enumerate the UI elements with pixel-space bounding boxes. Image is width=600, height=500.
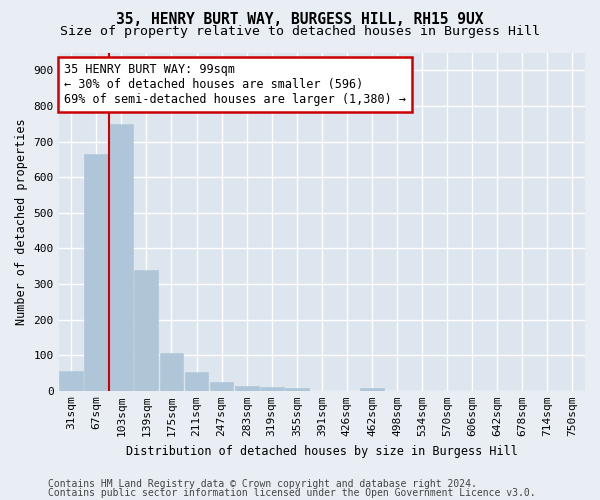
Bar — [59, 371, 83, 391]
Text: 35 HENRY BURT WAY: 99sqm
← 30% of detached houses are smaller (596)
69% of semi-: 35 HENRY BURT WAY: 99sqm ← 30% of detach… — [64, 62, 406, 106]
X-axis label: Distribution of detached houses by size in Burgess Hill: Distribution of detached houses by size … — [126, 444, 518, 458]
Text: 35, HENRY BURT WAY, BURGESS HILL, RH15 9UX: 35, HENRY BURT WAY, BURGESS HILL, RH15 9… — [116, 12, 484, 28]
Bar — [260, 386, 284, 391]
Bar — [360, 388, 384, 391]
Bar — [235, 386, 259, 391]
Text: Contains public sector information licensed under the Open Government Licence v3: Contains public sector information licen… — [48, 488, 536, 498]
Bar — [185, 372, 208, 391]
Y-axis label: Number of detached properties: Number of detached properties — [15, 118, 28, 325]
Bar — [285, 388, 308, 391]
Text: Contains HM Land Registry data © Crown copyright and database right 2024.: Contains HM Land Registry data © Crown c… — [48, 479, 477, 489]
Bar — [85, 154, 108, 391]
Bar — [160, 352, 184, 391]
Bar — [134, 270, 158, 391]
Text: Size of property relative to detached houses in Burgess Hill: Size of property relative to detached ho… — [60, 25, 540, 38]
Bar — [209, 382, 233, 391]
Bar — [109, 124, 133, 391]
